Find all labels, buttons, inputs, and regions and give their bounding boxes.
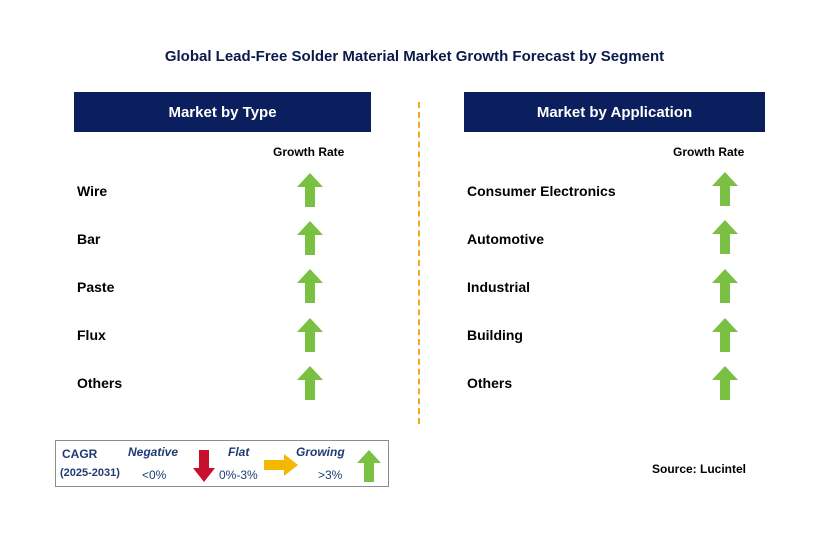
legend-negative-label: Negative <box>128 445 179 459</box>
type-panel-header: Market by Type <box>74 92 371 132</box>
application-row-label: Others <box>467 375 513 391</box>
growing-up-arrow-icon <box>357 450 381 482</box>
type-row-label: Others <box>77 375 123 391</box>
source-note: Source: Lucintel <box>652 462 747 476</box>
growth-up-arrow-icon <box>297 269 323 303</box>
legend-growing-range: >3% <box>318 468 343 482</box>
growth-up-arrow-icon <box>712 366 738 400</box>
type-row-label: Flux <box>77 327 106 343</box>
application-growth-rate-header: Growth Rate <box>673 145 745 159</box>
negative-down-arrow-icon <box>193 450 215 482</box>
growth-up-arrow-icon <box>297 318 323 352</box>
legend-negative-range: <0% <box>142 468 167 482</box>
application-row-label: Consumer Electronics <box>467 183 616 199</box>
application-row-label: Building <box>467 327 523 343</box>
panel-divider <box>418 102 420 424</box>
growth-up-arrow-icon <box>712 318 738 352</box>
type-row-label: Wire <box>77 183 108 199</box>
application-panel-header: Market by Application <box>464 92 765 132</box>
legend-flat-range: 0%-3% <box>219 468 258 482</box>
flat-right-arrow-icon <box>264 454 298 476</box>
application-row-label: Industrial <box>467 279 531 295</box>
type-growth-rate-header: Growth Rate <box>273 145 345 159</box>
application-row-label: Automotive <box>467 231 544 247</box>
legend-flat-label: Flat <box>228 445 250 459</box>
growth-up-arrow-icon <box>712 220 738 254</box>
growth-up-arrow-icon <box>712 172 738 206</box>
growth-up-arrow-icon <box>712 269 738 303</box>
legend-cagr-label: CAGR <box>62 447 98 461</box>
type-row-label: Bar <box>77 231 101 247</box>
growth-up-arrow-icon <box>297 366 323 400</box>
growth-up-arrow-icon <box>297 221 323 255</box>
chart-title: Global Lead-Free Solder Material Market … <box>164 48 665 65</box>
growth-up-arrow-icon <box>297 173 323 207</box>
cagr-legend: CAGR (2025-2031) Negative <0% Flat 0%-3%… <box>55 440 389 487</box>
legend-period: (2025-2031) <box>60 467 120 479</box>
legend-growing-label: Growing <box>296 445 345 459</box>
type-row-label: Paste <box>77 279 115 295</box>
